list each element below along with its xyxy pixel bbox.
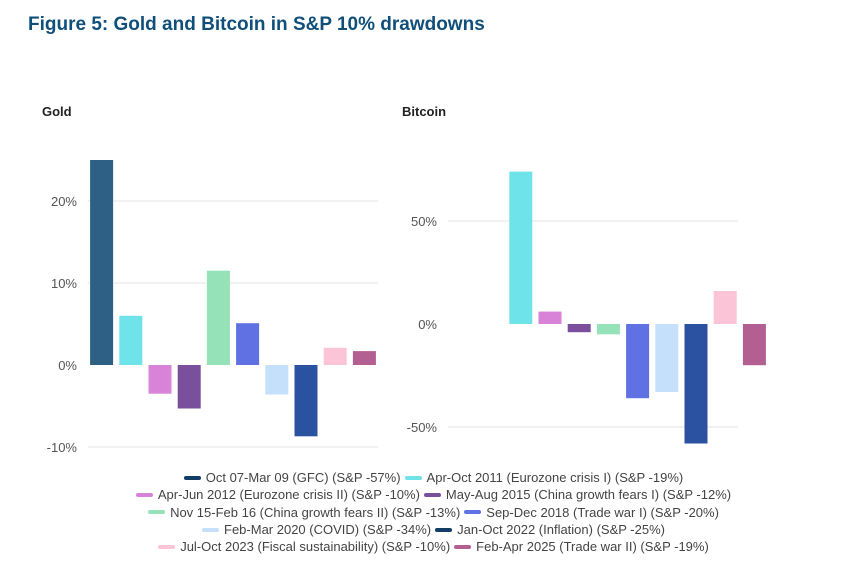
bitcoin-panel-title: Bitcoin [402,104,447,119]
legend: Oct 07-Mar 09 (GFC) (S&P -57%) Apr-Oct 20… [0,469,867,555]
legend-item: Apr-Oct 2011 (Eurozone crisis I) (S&P -1… [404,469,684,486]
bitcoin-bar [509,171,533,324]
gold-bar [148,365,172,394]
legend-row: Apr-Jun 2012 (Eurozone crisis II) (S&P -… [0,486,867,503]
legend-item: Feb-Apr 2025 (Trade war II) (S&P -19%) [454,538,709,555]
gold-bar [352,351,376,365]
legend-label: Jan-Oct 2022 (Inflation) (S&P -25%) [457,521,665,537]
bitcoin-bar [538,311,562,324]
gold-y-tick-label: 10% [51,276,77,291]
gold-bar [294,365,318,437]
legend-item: Apr-Jun 2012 (Eurozone crisis II) (S&P -… [135,486,420,503]
gold-bar [119,315,143,365]
legend-swatch [435,527,453,532]
gold-y-tick-label: 20% [51,194,77,209]
bitcoin-bar [596,324,620,335]
legend-swatch [454,544,472,549]
gold-bar [90,160,114,365]
bitcoin-y-tick-label: -50% [407,420,438,435]
bitcoin-y-tick-label: 50% [411,214,437,229]
gold-bar [323,347,347,365]
legend-item: Feb-Mar 2020 (COVID) (S&P -34%) [202,521,431,538]
bitcoin-bar [713,291,737,324]
figure-title: Figure 5: Gold and Bitcoin in S&P 10% dr… [28,14,485,35]
legend-label: May-Aug 2015 (China growth fears I) (S&P… [445,487,732,503]
gold-bar [177,365,201,409]
legend-label: Oct 07-Mar 09 (GFC) (S&P -57%) [205,470,401,485]
bitcoin-bar [684,324,708,444]
legend-swatch [148,510,166,515]
legend-row: Oct 07-Mar 09 (GFC) (S&P -57%) Apr-Oct 20… [0,469,867,486]
legend-swatch [183,475,201,480]
gold-bar [265,365,289,395]
bitcoin-bar [655,324,679,392]
bitcoin-bar [742,324,766,366]
legend-label: Feb-Mar 2020 (COVID) (S&P -34%) [224,521,432,537]
legend-label: Nov 15-Feb 16 (China growth fears II) (S… [170,504,461,520]
legend-row: Feb-Mar 2020 (COVID) (S&P -34%) Jan-Oct 2… [0,521,867,538]
legend-swatch [464,510,482,515]
gold-y-tick-label: -10% [47,440,78,455]
legend-swatch [404,475,422,480]
bitcoin-bar [626,324,650,399]
legend-swatch [423,492,441,497]
legend-item: Nov 15-Feb 16 (China growth fears II) (S… [148,504,460,521]
gold-panel-title: Gold [42,104,72,119]
legend-label: Sep-Dec 2018 (Trade war I) (S&P -20%) [486,504,719,520]
gold-bar [206,270,230,365]
bitcoin-y-tick-label: 0% [418,317,437,332]
legend-label: Feb-Apr 2025 (Trade war II) (S&P -19%) [476,539,709,555]
legend-row: Jul-Oct 2023 (Fiscal sustainability) (S&… [0,538,867,555]
gold-y-tick-label: 0% [58,358,77,373]
legend-swatch [158,544,176,549]
legend-item: Sep-Dec 2018 (Trade war I) (S&P -20%) [464,504,719,521]
legend-label: Apr-Oct 2011 (Eurozone crisis I) (S&P -1… [426,470,684,485]
bitcoin-bar [567,324,591,333]
legend-item: Jan-Oct 2022 (Inflation) (S&P -25%) [435,521,665,538]
gold-bar [236,323,260,365]
legend-item: Oct 07-Mar 09 (GFC) (S&P -57%) [183,469,401,486]
legend-swatch [202,527,220,532]
charts-svg: 20% 10% 0% -10% 50% 0% -50% [47,160,766,455]
legend-item: Jul-Oct 2023 (Fiscal sustainability) (S&… [158,538,450,555]
legend-row: Nov 15-Feb 16 (China growth fears II) (S… [0,504,867,521]
legend-item: May-Aug 2015 (China growth fears I) (S&P… [423,486,732,503]
legend-label: Apr-Jun 2012 (Eurozone crisis II) (S&P -… [157,487,420,503]
legend-label: Jul-Oct 2023 (Fiscal sustainability) (S&… [180,539,451,555]
legend-swatch [135,492,153,497]
